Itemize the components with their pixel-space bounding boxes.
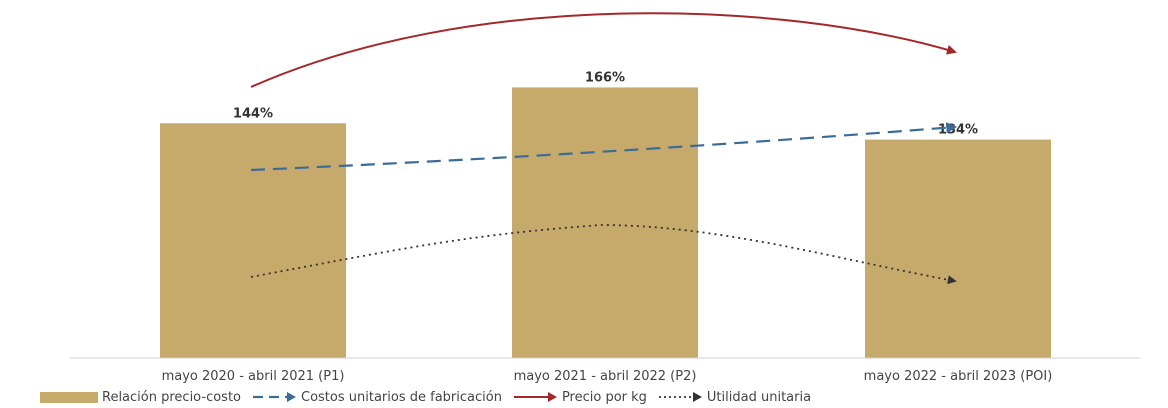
- legend-swatch-bar: [40, 391, 98, 403]
- legend-label-utilidad: Utilidad unitaria: [706, 389, 812, 405]
- bar-label-p2: 166%: [585, 70, 625, 85]
- bar-p2: [512, 87, 698, 359]
- legend-label-relacion: Relación precio-costo: [102, 389, 241, 405]
- legend-label-costos: Costos unitarios de fabricación: [301, 389, 502, 405]
- x-tick-label-p1: mayo 2020 - abril 2021 (P1): [162, 369, 345, 384]
- legend-item-relacion: Relación precio-costo: [40, 390, 241, 405]
- bar-label-p1: 144%: [233, 106, 273, 121]
- bar-label-poi: 134%: [938, 123, 978, 138]
- solid-arrow-icon: [513, 392, 557, 402]
- legend: Relación precio-costo Costos unitarios d…: [40, 388, 821, 406]
- dashed-arrow-icon: [253, 392, 296, 402]
- bar-poi: [865, 139, 1051, 358]
- dotted-arrow-icon: [658, 392, 702, 402]
- legend-item-costos: Costos unitarios de fabricación: [251, 390, 502, 405]
- precio-trend-arrow: [250, 12, 957, 88]
- bar-p1: [160, 123, 346, 358]
- chart: 144% 166% 134% mayo 2020 - abril 2021 (P…: [70, 12, 1140, 384]
- legend-item-precio: Precio por kg: [512, 390, 647, 405]
- legend-label-precio: Precio por kg: [561, 389, 647, 405]
- costos-trend-arrow: [250, 122, 958, 172]
- x-tick-label-p2: mayo 2021 - abril 2022 (P2): [514, 369, 697, 384]
- x-tick-label-poi: mayo 2022 - abril 2023 (POI): [864, 369, 1053, 384]
- legend-item-utilidad: Utilidad unitaria: [657, 390, 811, 405]
